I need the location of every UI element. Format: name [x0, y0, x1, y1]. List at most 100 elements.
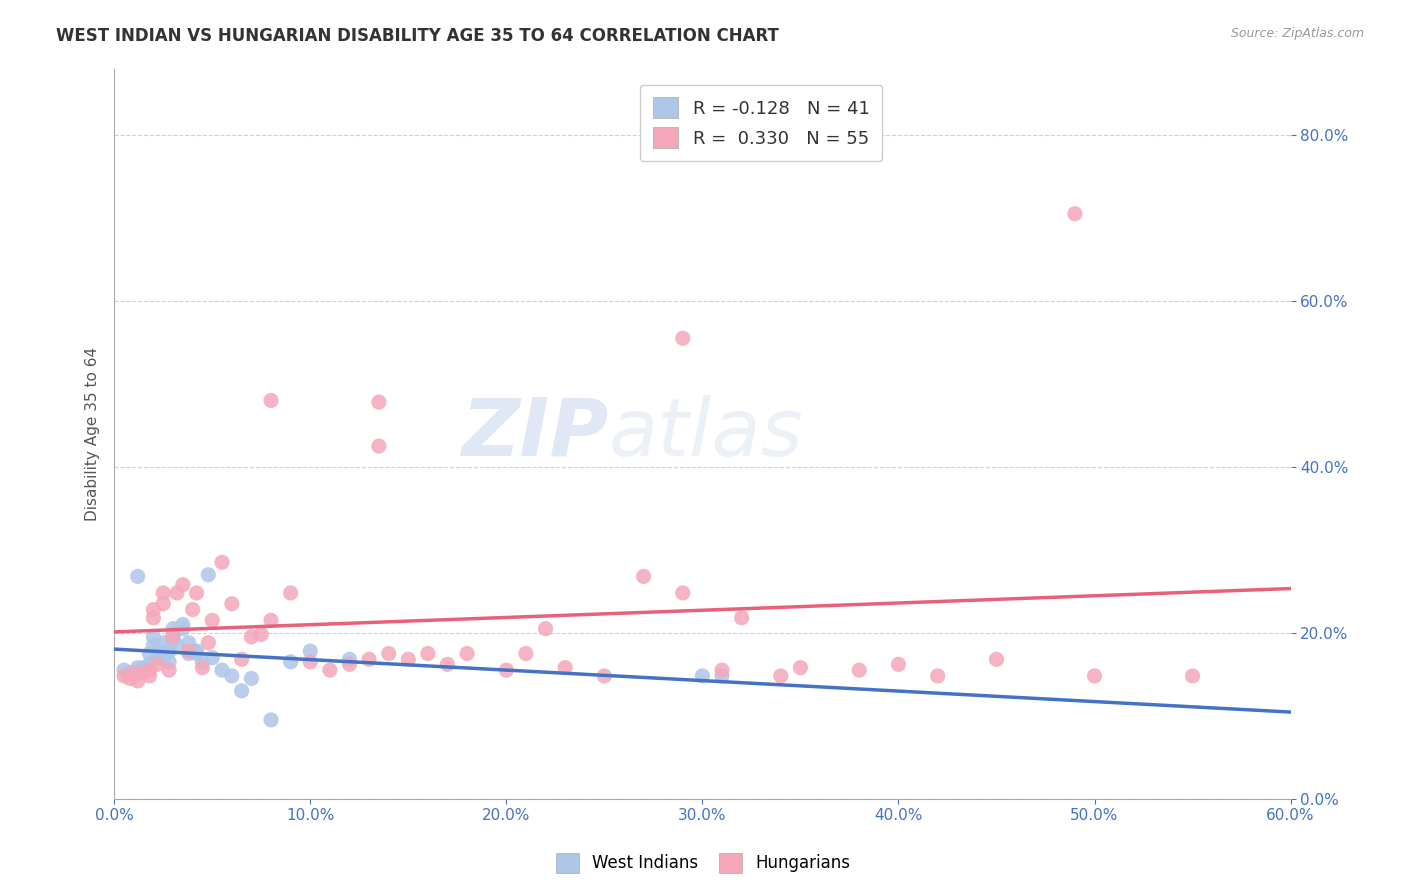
Point	[672, 331, 695, 345]
Point	[848, 663, 870, 677]
Point	[339, 657, 361, 672]
Point	[515, 647, 537, 661]
Point	[299, 655, 322, 669]
Point	[221, 597, 243, 611]
Point	[633, 569, 655, 583]
Point	[377, 647, 399, 661]
Point	[166, 638, 188, 652]
Point	[172, 617, 194, 632]
Point	[280, 655, 302, 669]
Text: Source: ZipAtlas.com: Source: ZipAtlas.com	[1230, 27, 1364, 40]
Point	[240, 630, 263, 644]
Point	[495, 663, 517, 677]
Point	[132, 665, 155, 680]
Point	[138, 647, 160, 661]
Point	[142, 630, 165, 644]
Point	[157, 655, 180, 669]
Point	[191, 660, 214, 674]
Point	[534, 622, 557, 636]
Point	[359, 652, 381, 666]
Point	[231, 684, 253, 698]
Point	[367, 395, 389, 409]
Point	[112, 669, 135, 683]
Point	[157, 663, 180, 677]
Point	[142, 602, 165, 616]
Point	[367, 439, 389, 453]
Point	[177, 644, 200, 658]
Point	[672, 586, 695, 600]
Point	[132, 660, 155, 674]
Point	[146, 650, 169, 665]
Point	[162, 630, 184, 644]
Point	[197, 636, 219, 650]
Point	[177, 647, 200, 661]
Point	[166, 586, 188, 600]
Point	[127, 673, 149, 688]
Point	[260, 713, 283, 727]
Point	[142, 611, 165, 625]
Point	[789, 660, 811, 674]
Point	[692, 669, 714, 683]
Point	[152, 586, 174, 600]
Point	[231, 652, 253, 666]
Point	[181, 602, 204, 616]
Point	[201, 613, 224, 627]
Point	[299, 644, 322, 658]
Point	[127, 569, 149, 583]
Point	[138, 657, 160, 672]
Point	[127, 660, 149, 674]
Point	[339, 652, 361, 666]
Point	[142, 638, 165, 652]
Point	[152, 647, 174, 661]
Point	[186, 644, 208, 658]
Text: ZIP: ZIP	[461, 394, 609, 473]
Point	[138, 669, 160, 683]
Legend: West Indians, Hungarians: West Indians, Hungarians	[550, 847, 856, 880]
Point	[201, 650, 224, 665]
Point	[162, 632, 184, 647]
Point	[1181, 669, 1204, 683]
Point	[211, 555, 233, 569]
Point	[152, 652, 174, 666]
Point	[122, 665, 145, 680]
Point	[152, 597, 174, 611]
Point	[122, 669, 145, 683]
Point	[132, 663, 155, 677]
Point	[260, 393, 283, 408]
Point	[181, 644, 204, 658]
Point	[436, 657, 458, 672]
Point	[554, 660, 576, 674]
Point	[887, 657, 910, 672]
Point	[162, 627, 184, 641]
Point	[112, 663, 135, 677]
Point	[162, 622, 184, 636]
Point	[186, 586, 208, 600]
Point	[186, 647, 208, 661]
Point	[118, 672, 141, 686]
Point	[456, 647, 478, 661]
Point	[211, 663, 233, 677]
Point	[177, 636, 200, 650]
Text: WEST INDIAN VS HUNGARIAN DISABILITY AGE 35 TO 64 CORRELATION CHART: WEST INDIAN VS HUNGARIAN DISABILITY AGE …	[56, 27, 779, 45]
Point	[250, 627, 273, 641]
Point	[191, 655, 214, 669]
Point	[146, 644, 169, 658]
Point	[118, 665, 141, 680]
Point	[1064, 207, 1087, 221]
Point	[593, 669, 616, 683]
Point	[260, 613, 283, 627]
Point	[138, 663, 160, 677]
Point	[221, 669, 243, 683]
Point	[146, 657, 169, 672]
Point	[769, 669, 792, 683]
Point	[157, 644, 180, 658]
Point	[1083, 669, 1105, 683]
Point	[396, 652, 419, 666]
Y-axis label: Disability Age 35 to 64: Disability Age 35 to 64	[86, 347, 100, 521]
Point	[730, 611, 752, 625]
Point	[240, 672, 263, 686]
Point	[711, 663, 734, 677]
Point	[927, 669, 949, 683]
Point	[197, 567, 219, 582]
Point	[172, 622, 194, 636]
